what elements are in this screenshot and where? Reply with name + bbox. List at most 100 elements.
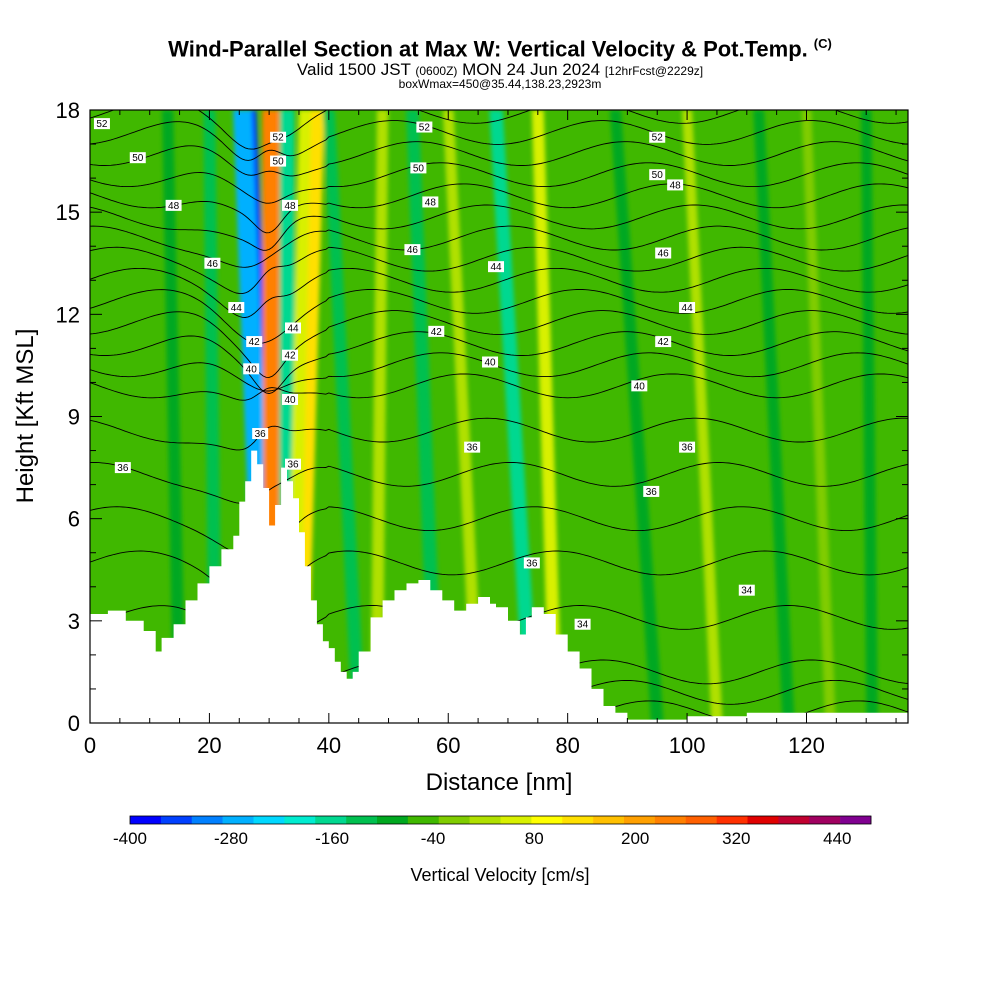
contour-label-bg	[523, 557, 540, 569]
x-tick-label: 20	[197, 733, 221, 758]
colorbar-swatch	[469, 816, 501, 824]
contour-label-bg	[464, 441, 481, 453]
contour-label-bg	[422, 196, 439, 208]
contour-label-bg	[270, 131, 287, 143]
y-tick-label: 12	[56, 302, 80, 327]
y-tick-label: 0	[68, 711, 80, 736]
contour-label-bg	[482, 356, 499, 368]
contour-label: 36	[646, 487, 658, 498]
theta-contour-line	[90, 267, 908, 318]
contour-label: 52	[419, 123, 431, 134]
theta-contour-line	[90, 162, 908, 204]
theta-contour-line	[90, 120, 908, 161]
theta-contour-line	[90, 417, 908, 451]
theta-contour-line	[90, 246, 908, 295]
colorbar-swatch	[346, 816, 378, 824]
colorbar-swatch	[840, 816, 872, 824]
y-tick-label: 9	[68, 405, 80, 430]
colorbar-swatch	[809, 816, 841, 824]
contour-label-bg	[649, 169, 666, 181]
velocity-band	[162, 110, 186, 723]
y-tick-label: 15	[56, 200, 80, 225]
colorbar-swatch	[624, 816, 656, 824]
contour-label: 36	[117, 463, 129, 474]
theta-contour-line	[90, 506, 908, 565]
contour-label: 50	[652, 170, 664, 181]
colorbar-tick-label: -40	[421, 829, 446, 848]
theta-contour-line	[90, 183, 908, 234]
x-tick-label: 60	[436, 733, 460, 758]
colorbar-swatch	[500, 816, 532, 824]
contour-label: 40	[634, 381, 646, 392]
contour-label-bg	[404, 244, 421, 256]
contour-label: 46	[658, 249, 670, 260]
x-tick-label: 0	[84, 733, 96, 758]
contour-label-bg	[204, 257, 221, 269]
x-tick-label: 100	[669, 733, 706, 758]
contour-label-bg	[428, 325, 445, 337]
colorbar-swatch	[130, 816, 162, 824]
contour-label-bg	[738, 584, 755, 596]
colorbar-swatch	[160, 816, 193, 824]
contour-label: 48	[168, 201, 180, 212]
contour-label: 48	[284, 201, 296, 212]
contour-label-bg	[631, 380, 648, 392]
contour-label: 36	[287, 460, 299, 471]
theta-contour-line	[90, 225, 908, 268]
contour-label: 40	[284, 395, 296, 406]
contour-label-bg	[285, 458, 302, 470]
contour-label: 44	[287, 323, 299, 334]
colorbar-tick-label: -160	[315, 829, 349, 848]
contour-label-bg	[282, 199, 299, 211]
colorbar-swatch	[747, 816, 779, 824]
colorbar-swatch	[654, 816, 687, 824]
colorbar-frame	[129, 815, 872, 825]
velocity-band	[370, 110, 389, 723]
contour-label: 36	[682, 443, 694, 454]
contour-label: 46	[207, 259, 219, 270]
colorbar-swatch	[778, 816, 810, 824]
y-tick-label: 3	[68, 609, 80, 634]
colorbar-swatch	[222, 816, 254, 824]
theta-contour-line	[90, 110, 908, 150]
theta-contour-line	[90, 204, 908, 251]
contour-label: 48	[425, 197, 437, 208]
contour-label-bg	[165, 199, 182, 211]
colorbar-tick-label: 440	[823, 829, 851, 848]
theta-contour-line	[90, 310, 908, 378]
x-tick-label: 80	[555, 733, 579, 758]
contour-label-bg	[270, 155, 287, 167]
terrain-mask	[90, 450, 908, 723]
velocity-band	[753, 110, 795, 723]
contour-label: 44	[231, 303, 243, 314]
contour-label-bg	[574, 618, 591, 630]
velocity-band	[322, 110, 366, 723]
colorbar-swatch	[315, 816, 347, 824]
contour-label: 50	[413, 163, 425, 174]
contour-label-bg	[246, 336, 263, 348]
x-tick-label: 120	[788, 733, 825, 758]
colorbar-tick-label: 200	[621, 829, 649, 848]
contour-label-bg	[252, 428, 269, 440]
contour-label: 46	[407, 245, 419, 256]
contour-label: 36	[255, 429, 267, 440]
colorbar-tick-label: 80	[525, 829, 544, 848]
contour-label-bg	[114, 462, 131, 474]
contour-label-bg	[243, 363, 260, 375]
velocity-band	[682, 110, 723, 723]
contour-label: 42	[249, 337, 261, 348]
contour-label-bg	[129, 152, 146, 164]
y-tick-label: 6	[68, 507, 80, 532]
x-tick-label: 40	[317, 733, 341, 758]
contour-label: 52	[96, 119, 108, 130]
contour-label: 34	[741, 586, 753, 597]
contour-label: 50	[273, 157, 285, 168]
contour-label: 44	[682, 303, 694, 314]
colorbar-swatch	[438, 816, 470, 824]
contour-label-bg	[410, 162, 427, 174]
contour-label: 52	[273, 133, 285, 144]
contour-label-bg	[667, 179, 684, 191]
